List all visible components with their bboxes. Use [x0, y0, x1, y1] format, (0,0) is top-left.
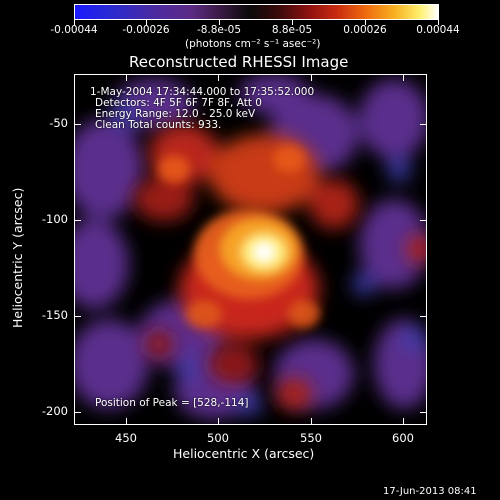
colorbar-tick-label: -8.8e-05: [196, 24, 242, 36]
colorbar-tick-label: -0.00026: [122, 24, 170, 36]
hot-emission-blob: [186, 300, 222, 328]
y-tick: [420, 316, 427, 317]
colorbar-tick: [146, 20, 147, 25]
y-tick: [74, 220, 81, 221]
x-tick: [126, 74, 127, 81]
x-tick-label: 500: [207, 431, 229, 445]
timestamp: 17-Jun-2013 08:41: [383, 486, 477, 497]
annotation-energy-range: Energy Range: 12.0 - 25.0 keV: [95, 108, 256, 120]
chart-title: Reconstructed RHESSI Image: [129, 53, 349, 71]
annotation-time-range: 1-May-2004 17:34:44.000 to 17:35:52.000: [90, 86, 315, 98]
colorbar-unit-label: (photons cm⁻² s⁻¹ asec⁻²): [185, 38, 321, 50]
hot-emission-blob: [158, 155, 190, 183]
red-emission-blob: [407, 235, 427, 263]
annotation-detectors: Detectors: 4F 5F 6F 7F 8F, Att 0: [95, 97, 262, 109]
x-tick: [218, 74, 219, 81]
colorbar-tick: [438, 20, 439, 25]
purple-emission-blob: [387, 155, 411, 183]
colorbar-tick-label: 0.00044: [416, 24, 460, 36]
plot-area: [74, 74, 427, 425]
hot-emission-blob: [254, 243, 274, 261]
purple-emission-blob: [359, 79, 427, 159]
red-emission-blob: [209, 134, 319, 214]
hot-emission-blob: [273, 145, 305, 173]
heatmap-image: [74, 74, 427, 425]
x-tick: [403, 74, 404, 81]
colorbar-tick: [74, 20, 75, 25]
colorbar-tick-label: 0.00026: [343, 24, 387, 36]
purple-emission-blob: [239, 74, 309, 114]
colorbar-tick: [219, 20, 220, 25]
x-tick: [218, 418, 219, 425]
purple-emission-blob: [359, 199, 427, 289]
purple-emission-blob: [352, 272, 376, 296]
purple-emission-blob: [402, 325, 426, 353]
x-tick: [311, 74, 312, 81]
y-tick-label: -50: [49, 116, 68, 130]
x-tick: [126, 418, 127, 425]
colorbar: [74, 4, 439, 20]
y-tick: [74, 124, 81, 125]
y-tick: [420, 124, 427, 125]
x-tick-label: 600: [392, 431, 414, 445]
y-axis-label: Heliocentric Y (arcsec): [10, 187, 25, 328]
x-tick: [403, 418, 404, 425]
annotation-clean-counts: Clean Total counts: 933.: [95, 119, 222, 131]
purple-emission-blob: [177, 357, 201, 381]
colorbar-tick-label: 8.8e-05: [271, 24, 313, 36]
purple-emission-blob: [74, 319, 149, 409]
colorbar-tick-label: -0.00044: [50, 24, 98, 36]
purple-emission-blob: [74, 119, 144, 219]
y-tick-label: -150: [41, 308, 68, 322]
y-tick: [420, 220, 427, 221]
y-tick: [74, 316, 81, 317]
x-tick: [311, 418, 312, 425]
x-axis-label: Heliocentric X (arcsec): [173, 446, 315, 461]
red-emission-blob: [309, 179, 359, 229]
purple-emission-blob: [235, 392, 263, 416]
colorbar-tick: [292, 20, 293, 25]
annotation-peak-position: Position of Peak = [528,-114]: [95, 397, 249, 409]
x-tick-label: 550: [300, 431, 322, 445]
red-emission-blob: [209, 344, 259, 384]
red-emission-blob: [134, 177, 194, 221]
y-tick-label: -100: [41, 212, 68, 226]
x-tick-label: 450: [115, 431, 137, 445]
y-tick: [420, 412, 427, 413]
purple-emission-blob: [110, 98, 138, 130]
hot-emission-blob: [288, 300, 320, 328]
purple-emission-blob: [74, 219, 129, 309]
red-emission-blob: [145, 330, 173, 358]
y-tick: [74, 412, 81, 413]
colorbar-tick: [365, 20, 366, 25]
red-emission-blob: [276, 378, 312, 410]
y-tick-label: -200: [41, 404, 68, 418]
